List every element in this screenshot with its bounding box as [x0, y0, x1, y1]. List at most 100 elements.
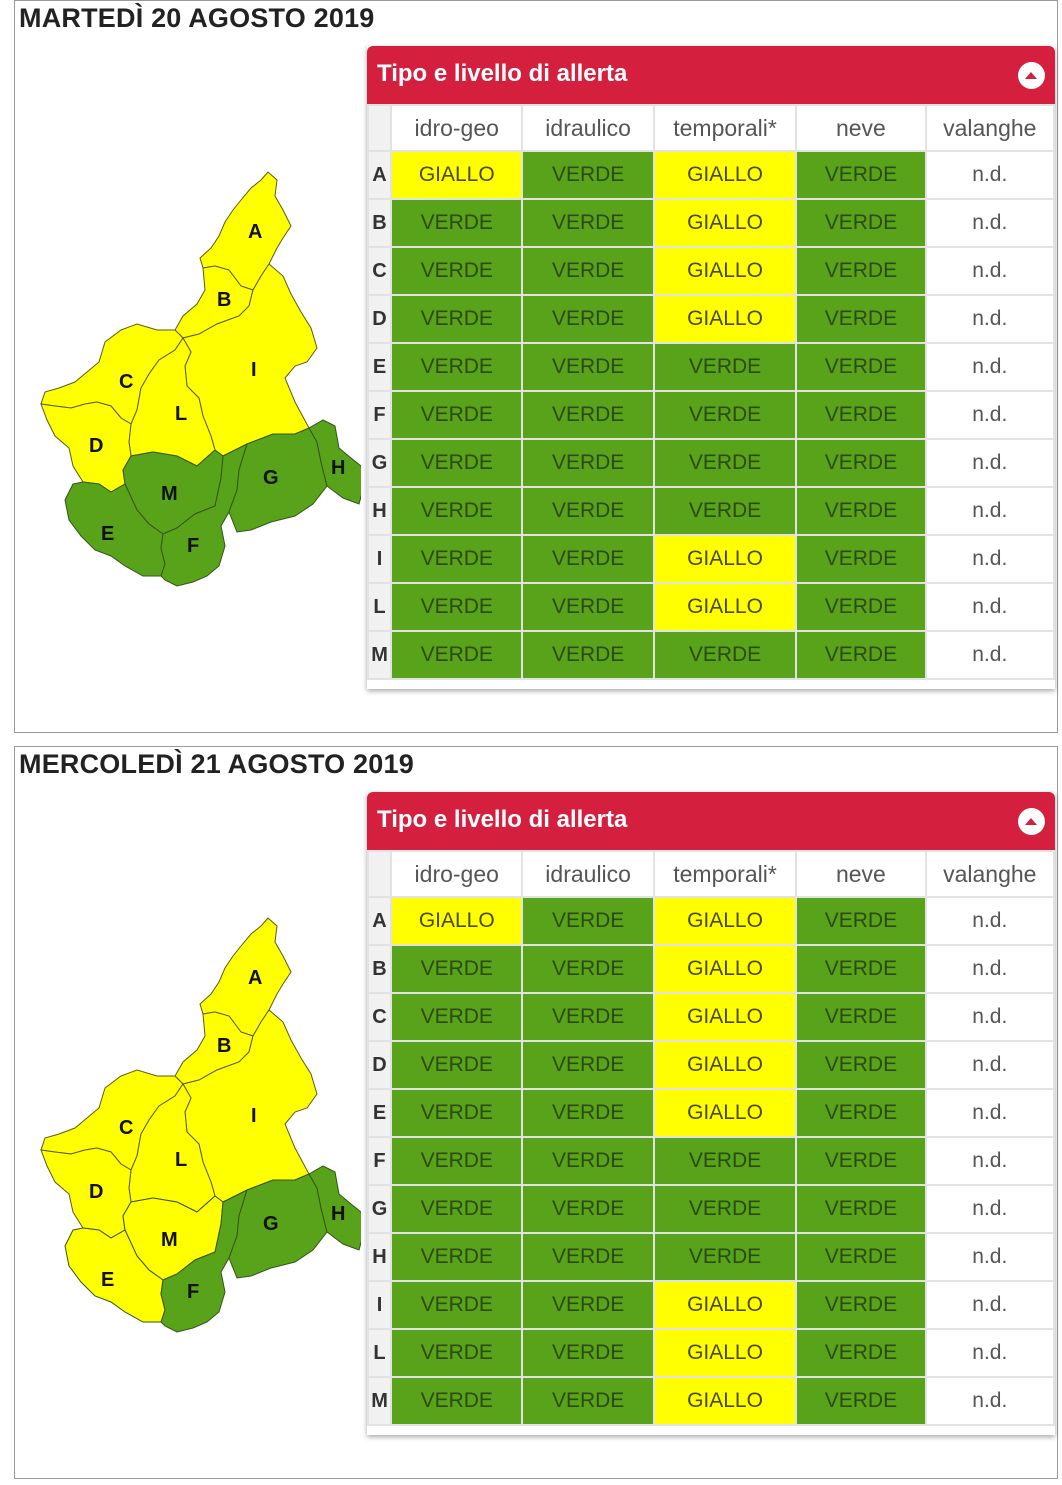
- alert-level-cell: VERDE: [654, 1234, 796, 1280]
- zone-label: I: [369, 536, 391, 582]
- alert-level-cell: GIALLO: [654, 1330, 796, 1376]
- column-header-idraulico: idraulico: [523, 106, 653, 150]
- map-label-M: M: [161, 1229, 178, 1251]
- alert-panel-header[interactable]: Tipo e livello di allerta: [367, 46, 1055, 104]
- table-row: G VERDE VERDE VERDE VERDE n.d.: [369, 440, 1053, 486]
- alert-level-cell: n.d.: [926, 1330, 1053, 1376]
- alert-panel: Tipo e livello di allerta idro-geo idraul…: [367, 46, 1055, 689]
- alert-level-cell: VERDE: [392, 1138, 522, 1184]
- map-zone-D: [40, 401, 132, 493]
- map-zone-G: [228, 1173, 328, 1279]
- alert-level-cell: VERDE: [523, 1042, 653, 1088]
- table-row: I VERDE VERDE GIALLO VERDE n.d.: [369, 1282, 1053, 1328]
- table-corner-cell: [369, 106, 391, 150]
- alert-level-cell: VERDE: [392, 440, 522, 486]
- table-row: I VERDE VERDE GIALLO VERDE n.d.: [369, 536, 1053, 582]
- alert-level-cell: n.d.: [926, 152, 1053, 198]
- alert-level-cell: n.d.: [926, 248, 1053, 294]
- chevron-up-icon[interactable]: [1018, 808, 1045, 835]
- alert-level-cell: VERDE: [797, 1138, 925, 1184]
- table-row: L VERDE VERDE GIALLO VERDE n.d.: [369, 584, 1053, 630]
- table-row: L VERDE VERDE GIALLO VERDE n.d.: [369, 1330, 1053, 1376]
- alert-level-cell: VERDE: [523, 632, 653, 678]
- alert-level-cell: VERDE: [523, 248, 653, 294]
- table-row: C VERDE VERDE GIALLO VERDE n.d.: [369, 248, 1053, 294]
- alert-level-cell: GIALLO: [654, 1378, 796, 1424]
- map-label-C: C: [119, 1117, 133, 1139]
- alert-level-cell: VERDE: [392, 488, 522, 534]
- map-label-H: H: [331, 457, 345, 479]
- table-row: H VERDE VERDE VERDE VERDE n.d.: [369, 1234, 1053, 1280]
- column-header-valanghe: valanghe: [926, 106, 1053, 150]
- map-label-C: C: [119, 371, 133, 393]
- alert-panel-header[interactable]: Tipo e livello di allerta: [367, 792, 1055, 850]
- alert-level-cell: VERDE: [523, 1186, 653, 1232]
- zone-label: F: [369, 392, 391, 438]
- alert-level-cell: VERDE: [392, 1282, 522, 1328]
- alert-level-cell: VERDE: [392, 584, 522, 630]
- column-header-neve: neve: [797, 852, 925, 896]
- table-row: M VERDE VERDE GIALLO VERDE n.d.: [369, 1378, 1053, 1424]
- alert-level-cell: VERDE: [392, 1330, 522, 1376]
- zone-label: M: [369, 632, 391, 678]
- alert-level-cell: VERDE: [654, 392, 796, 438]
- alert-level-cell: VERDE: [523, 392, 653, 438]
- alert-level-cell: VERDE: [654, 1186, 796, 1232]
- alert-level-cell: VERDE: [523, 440, 653, 486]
- alert-level-cell: VERDE: [797, 1330, 925, 1376]
- map-label-F: F: [187, 1281, 199, 1303]
- alert-level-cell: GIALLO: [654, 1090, 796, 1136]
- alert-level-cell: VERDE: [797, 296, 925, 342]
- alert-level-cell: GIALLO: [654, 584, 796, 630]
- alert-level-cell: VERDE: [392, 1234, 522, 1280]
- alert-level-cell: n.d.: [926, 200, 1053, 246]
- alert-level-cell: VERDE: [392, 296, 522, 342]
- alert-level-cell: VERDE: [797, 1234, 925, 1280]
- alert-level-cell: VERDE: [797, 248, 925, 294]
- alert-level-cell: VERDE: [797, 1282, 925, 1328]
- alert-level-cell: VERDE: [654, 440, 796, 486]
- alert-level-cell: n.d.: [926, 1378, 1053, 1424]
- alert-level-cell: VERDE: [523, 1138, 653, 1184]
- map-label-L: L: [175, 403, 187, 425]
- alert-table: idro-geo idraulico temporali* neve valanghe …: [367, 850, 1055, 1426]
- alert-level-cell: GIALLO: [654, 152, 796, 198]
- chevron-up-icon[interactable]: [1018, 62, 1045, 89]
- zone-label: I: [369, 1282, 391, 1328]
- alert-level-cell: GIALLO: [654, 296, 796, 342]
- map-zone-G: [228, 427, 328, 533]
- alert-level-cell: n.d.: [926, 994, 1053, 1040]
- alert-level-cell: n.d.: [926, 1138, 1053, 1184]
- alert-level-cell: n.d.: [926, 584, 1053, 630]
- alert-level-cell: VERDE: [797, 1378, 925, 1424]
- zone-label: E: [369, 1090, 391, 1136]
- alert-level-cell: VERDE: [523, 1330, 653, 1376]
- alert-level-cell: VERDE: [797, 632, 925, 678]
- column-header-temporali: temporali*: [654, 852, 796, 896]
- alert-level-cell: VERDE: [797, 152, 925, 198]
- alert-level-cell: GIALLO: [392, 898, 522, 944]
- alert-level-cell: VERDE: [392, 994, 522, 1040]
- alert-level-cell: VERDE: [392, 1090, 522, 1136]
- alert-level-cell: VERDE: [797, 344, 925, 390]
- map-label-F: F: [187, 535, 199, 557]
- alert-level-cell: GIALLO: [654, 1042, 796, 1088]
- table-row: M VERDE VERDE VERDE VERDE n.d.: [369, 632, 1053, 678]
- zone-label: L: [369, 584, 391, 630]
- alert-panel-title: Tipo e livello di allerta: [377, 60, 628, 87]
- column-header-idrogeo: idro-geo: [392, 852, 522, 896]
- alert-level-cell: n.d.: [926, 632, 1053, 678]
- alert-level-cell: VERDE: [523, 488, 653, 534]
- table-row: B VERDE VERDE GIALLO VERDE n.d.: [369, 200, 1053, 246]
- zone-label: C: [369, 994, 391, 1040]
- alert-level-cell: VERDE: [654, 632, 796, 678]
- alert-level-cell: VERDE: [392, 1378, 522, 1424]
- zone-label: A: [369, 152, 391, 198]
- alert-level-cell: VERDE: [797, 536, 925, 582]
- alert-level-cell: VERDE: [797, 898, 925, 944]
- alert-level-cell: VERDE: [523, 536, 653, 582]
- alert-level-cell: GIALLO: [654, 898, 796, 944]
- map-label-B: B: [217, 1035, 231, 1057]
- alert-level-cell: GIALLO: [654, 946, 796, 992]
- map-zone-H: [308, 1165, 361, 1251]
